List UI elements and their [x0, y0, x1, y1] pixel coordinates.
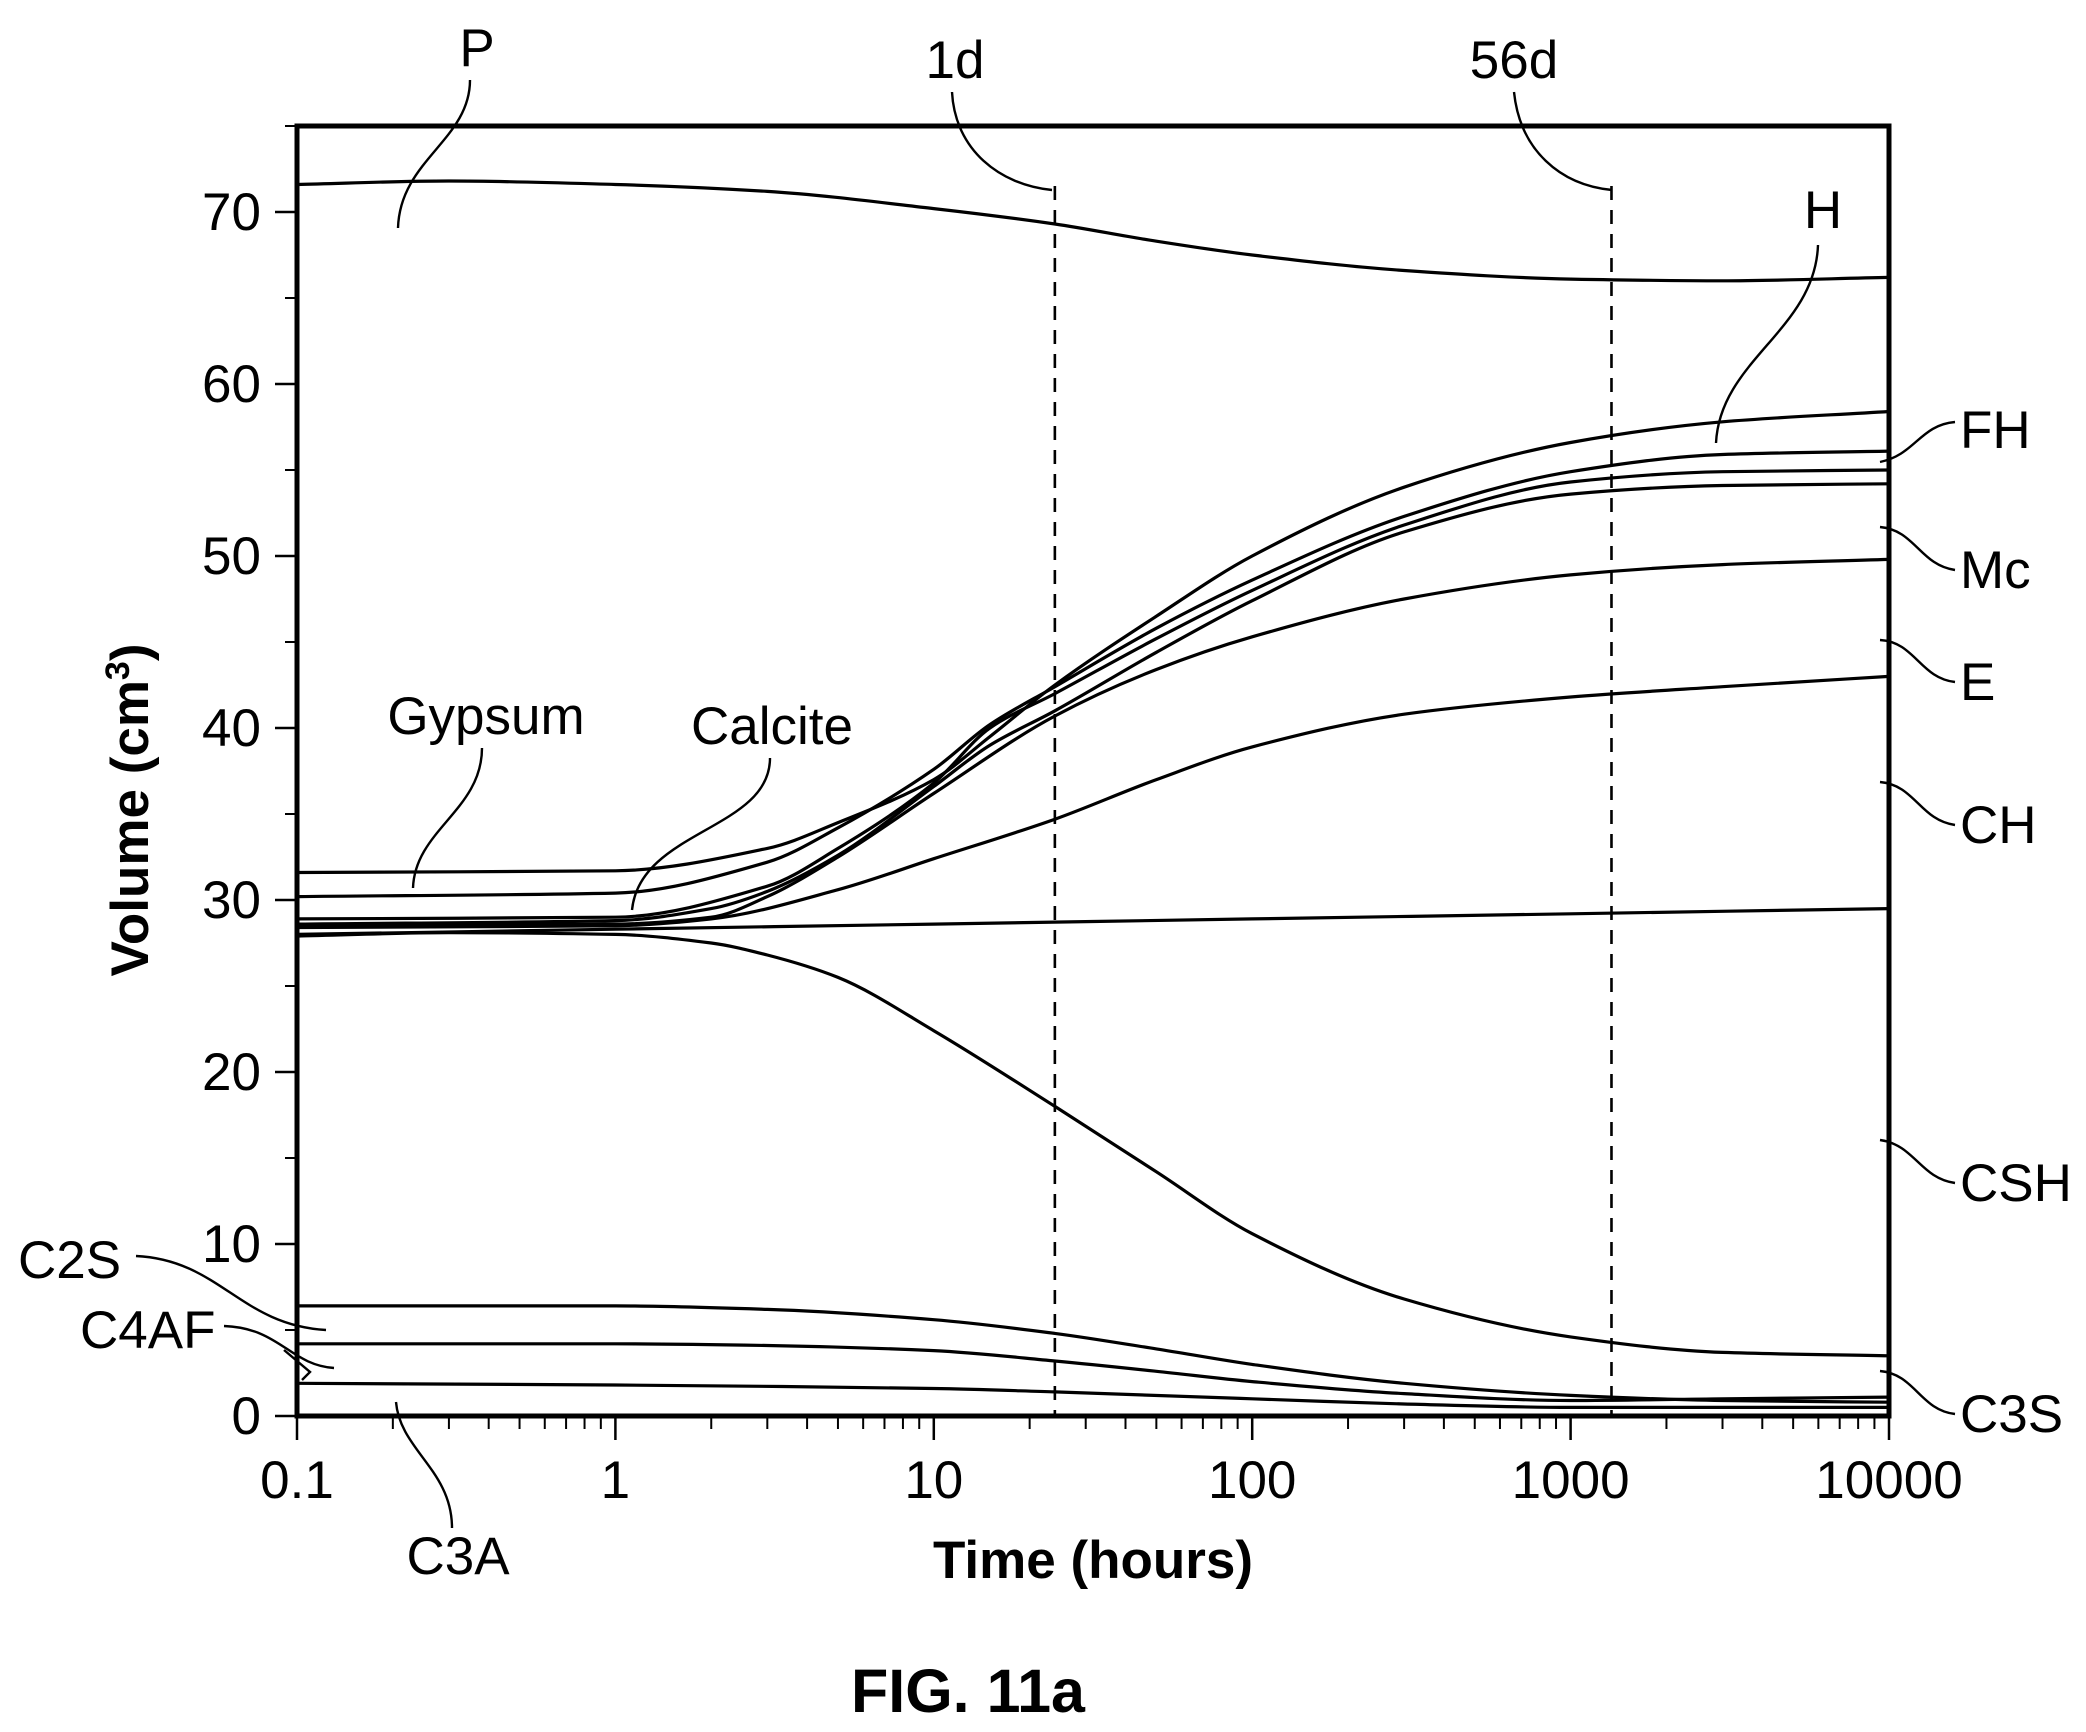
y-tick-label: 0	[232, 1387, 261, 1446]
label-calcite: Calcite	[691, 697, 853, 756]
series-curves	[296, 179, 1890, 1410]
figure-caption: FIG. 11a	[851, 1657, 1086, 1725]
leader-c2s	[135, 1254, 327, 1332]
y-tick-label: 70	[202, 183, 261, 242]
y-tick-label: 30	[202, 871, 261, 930]
series-line-e	[296, 482, 1890, 926]
leader-c4af	[223, 1324, 335, 1370]
series-line-h	[296, 409, 1890, 875]
leader-c3a	[394, 1401, 454, 1529]
series-line-c3a	[296, 1381, 1889, 1410]
leader-lines	[135, 79, 1956, 1529]
label-csh: CSH	[1960, 1154, 2072, 1213]
label-c2s: C2S	[18, 1231, 121, 1290]
x-axis-title: Time (hours)	[933, 1531, 1253, 1590]
x-tick-label: 0.1	[260, 1451, 334, 1510]
series-line-c2s	[297, 1304, 1890, 1404]
y-tick-label: 60	[202, 355, 261, 414]
label-c3a: C3A	[406, 1527, 510, 1586]
leader-1d	[950, 91, 1053, 192]
marker-label-56d: 56d	[1470, 31, 1558, 90]
leader-fh	[1879, 420, 1956, 464]
vertical-markers	[1053, 186, 1613, 1416]
y-tick-label: 50	[202, 527, 261, 586]
series-line-csh	[296, 907, 1890, 936]
y-axis-title-main: Volume (cm	[101, 680, 160, 976]
label-e: E	[1960, 653, 1995, 712]
marker-label-1d: 1d	[926, 31, 985, 90]
leader-ch	[1879, 780, 1956, 827]
label-ch: CH	[1960, 796, 2037, 855]
y-tick-label: 10	[202, 1215, 261, 1274]
y-tick-label: 20	[202, 1043, 261, 1102]
leader-c3s	[1879, 1369, 1956, 1416]
leader-gypsum	[411, 747, 484, 889]
label-p: P	[459, 19, 494, 78]
axis-ticks: 0.1 1 10 100 1000 10000 0 10 20 30 40 50 60 70	[202, 125, 1963, 1510]
label-c3s: C3S	[1960, 1385, 2063, 1444]
leader-h	[1714, 244, 1820, 444]
leader-e	[1879, 638, 1956, 684]
x-tick-label: 100	[1208, 1451, 1296, 1510]
series-line-gypsum	[296, 931, 1890, 1358]
leader-csh	[1879, 1138, 1956, 1185]
x-tick-label: 1000	[1512, 1451, 1630, 1510]
x-tick-label: 1	[601, 1451, 630, 1510]
series-line-fh	[296, 449, 1890, 899]
x-tick-label: 10	[904, 1451, 963, 1510]
y-axis-title: Volume (cm3)	[99, 643, 160, 976]
label-fh: FH	[1960, 401, 2031, 460]
series-line-c3s	[296, 674, 1890, 930]
y-axis-title-sup: 3	[99, 661, 137, 680]
y-tick-label: 40	[202, 699, 261, 758]
leader-p	[396, 79, 472, 229]
label-h: H	[1804, 181, 1842, 240]
series-line-mc	[296, 468, 1890, 921]
x-tick-label: 10000	[1815, 1451, 1962, 1510]
leader-c4af-arrow	[283, 1349, 312, 1381]
label-mc: Mc	[1960, 541, 2031, 600]
leader-calcite	[630, 757, 772, 911]
leader-56d	[1512, 91, 1613, 192]
series-line-p	[296, 179, 1890, 283]
leader-mc	[1879, 525, 1956, 572]
y-axis-title-end: )	[101, 643, 160, 661]
series-line-c4af	[297, 1342, 1890, 1403]
plot-frame	[294, 123, 1892, 1419]
label-c4af: C4AF	[80, 1301, 215, 1360]
label-gypsum: Gypsum	[387, 687, 584, 746]
